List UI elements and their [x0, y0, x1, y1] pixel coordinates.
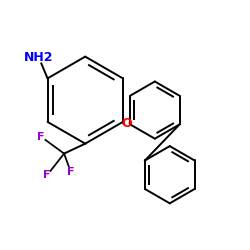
- Text: NH2: NH2: [24, 51, 54, 64]
- Text: F: F: [43, 170, 51, 180]
- Text: O: O: [121, 117, 132, 130]
- Text: F: F: [67, 168, 75, 177]
- Text: F: F: [37, 132, 45, 142]
